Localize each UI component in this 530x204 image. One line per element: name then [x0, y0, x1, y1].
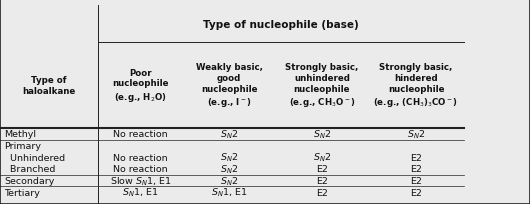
Text: E2: E2 — [410, 188, 422, 197]
Text: Methyl: Methyl — [4, 130, 36, 139]
Text: E2: E2 — [316, 176, 328, 185]
Text: Type of nucleophile (base): Type of nucleophile (base) — [203, 20, 359, 29]
Text: Primary: Primary — [4, 141, 41, 150]
Text: E2: E2 — [316, 188, 328, 197]
Text: Poor
nucleophile
(e.g., H$_2$O): Poor nucleophile (e.g., H$_2$O) — [112, 68, 169, 103]
Text: Weakly basic,
good
nucleophile
(e.g., I$^-$): Weakly basic, good nucleophile (e.g., I$… — [196, 63, 263, 109]
Text: Slow $S_N$1, E1: Slow $S_N$1, E1 — [110, 174, 171, 187]
Text: E2: E2 — [410, 176, 422, 185]
Text: Branched: Branched — [4, 164, 56, 173]
Text: $S_N$2: $S_N$2 — [220, 128, 238, 141]
Text: Secondary: Secondary — [4, 176, 55, 185]
Text: $S_N$2: $S_N$2 — [407, 128, 425, 141]
Text: Strongly basic,
hindered
nucleophile
(e.g., (CH$_3$)$_3$CO$^-$): Strongly basic, hindered nucleophile (e.… — [374, 63, 458, 109]
Text: Tertiary: Tertiary — [4, 188, 40, 197]
Text: $S_N$2: $S_N$2 — [313, 151, 331, 164]
Text: $S_N$2: $S_N$2 — [220, 151, 238, 164]
Text: $S_N$2: $S_N$2 — [220, 163, 238, 175]
Text: $S_N$2: $S_N$2 — [313, 128, 331, 141]
Text: E2: E2 — [410, 164, 422, 173]
Text: Unhindered: Unhindered — [4, 153, 65, 162]
Text: Type of
haloalkane: Type of haloalkane — [22, 76, 76, 95]
Text: $S_N$2: $S_N$2 — [220, 174, 238, 187]
Text: $S_N$1, E1: $S_N$1, E1 — [211, 186, 248, 198]
Text: E2: E2 — [410, 153, 422, 162]
Text: $S_N$1, E1: $S_N$1, E1 — [122, 186, 158, 198]
Text: E2: E2 — [316, 164, 328, 173]
Text: No reaction: No reaction — [113, 164, 168, 173]
Text: Strongly basic,
unhindered
nucleophile
(e.g., CH$_3$O$^-$): Strongly basic, unhindered nucleophile (… — [285, 63, 359, 109]
Text: No reaction: No reaction — [113, 130, 168, 139]
Text: No reaction: No reaction — [113, 153, 168, 162]
